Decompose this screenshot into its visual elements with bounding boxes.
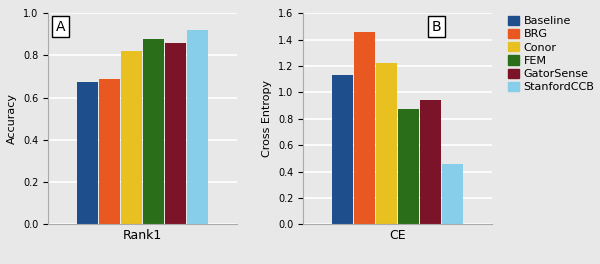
- Bar: [420, 100, 441, 224]
- Legend: Baseline, BRG, Conor, FEM, GatorSense, StanfordCCB: Baseline, BRG, Conor, FEM, GatorSense, S…: [507, 15, 596, 93]
- Y-axis label: Accuracy: Accuracy: [7, 93, 17, 144]
- Bar: [99, 79, 120, 224]
- Bar: [354, 32, 375, 224]
- Bar: [376, 63, 397, 224]
- Bar: [187, 30, 208, 224]
- Bar: [442, 164, 463, 224]
- Y-axis label: Cross Entropy: Cross Entropy: [262, 80, 272, 157]
- Text: B: B: [431, 20, 441, 34]
- Text: A: A: [56, 20, 65, 34]
- Bar: [143, 39, 164, 224]
- Bar: [165, 43, 186, 224]
- Bar: [332, 74, 353, 224]
- Bar: [398, 109, 419, 224]
- Bar: [121, 51, 142, 224]
- Bar: [77, 82, 98, 224]
